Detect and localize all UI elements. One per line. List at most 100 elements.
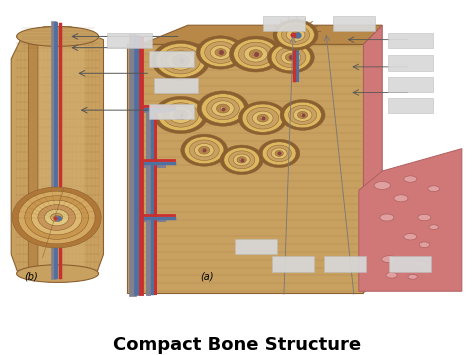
Circle shape xyxy=(276,47,306,67)
Circle shape xyxy=(161,47,201,74)
Circle shape xyxy=(284,102,321,128)
FancyBboxPatch shape xyxy=(107,33,152,48)
Circle shape xyxy=(233,154,250,165)
Circle shape xyxy=(238,42,273,66)
Circle shape xyxy=(156,43,206,77)
Circle shape xyxy=(281,50,301,64)
Ellipse shape xyxy=(17,265,99,283)
Ellipse shape xyxy=(408,274,417,279)
Circle shape xyxy=(291,32,300,38)
Circle shape xyxy=(189,140,219,160)
Circle shape xyxy=(293,109,312,121)
FancyBboxPatch shape xyxy=(388,55,433,71)
Circle shape xyxy=(215,49,226,56)
Polygon shape xyxy=(127,44,364,293)
Circle shape xyxy=(31,200,82,235)
Circle shape xyxy=(234,39,278,69)
Circle shape xyxy=(25,196,89,239)
FancyBboxPatch shape xyxy=(389,256,431,272)
FancyBboxPatch shape xyxy=(388,98,433,113)
Circle shape xyxy=(210,45,231,60)
Circle shape xyxy=(277,152,281,155)
Ellipse shape xyxy=(419,242,429,248)
Circle shape xyxy=(267,41,314,73)
Circle shape xyxy=(197,91,249,126)
Polygon shape xyxy=(28,33,85,271)
Ellipse shape xyxy=(382,256,397,263)
Circle shape xyxy=(163,103,199,127)
Circle shape xyxy=(280,99,325,130)
Circle shape xyxy=(181,134,228,166)
Circle shape xyxy=(289,105,317,125)
Circle shape xyxy=(257,114,268,122)
Circle shape xyxy=(173,55,189,66)
Circle shape xyxy=(12,187,101,248)
Text: (a): (a) xyxy=(200,272,213,282)
Circle shape xyxy=(262,142,296,165)
Circle shape xyxy=(177,58,184,63)
Circle shape xyxy=(220,106,226,110)
FancyBboxPatch shape xyxy=(324,256,366,272)
Circle shape xyxy=(224,148,259,172)
FancyBboxPatch shape xyxy=(235,239,277,254)
Circle shape xyxy=(249,50,262,59)
Polygon shape xyxy=(11,27,103,274)
Circle shape xyxy=(194,143,214,157)
Circle shape xyxy=(201,94,245,123)
Circle shape xyxy=(228,151,255,169)
Circle shape xyxy=(218,51,223,54)
Polygon shape xyxy=(364,25,382,293)
Ellipse shape xyxy=(386,272,397,278)
FancyBboxPatch shape xyxy=(272,256,314,272)
Circle shape xyxy=(244,46,267,62)
FancyBboxPatch shape xyxy=(154,78,198,93)
Polygon shape xyxy=(359,149,462,291)
Polygon shape xyxy=(28,33,38,272)
Circle shape xyxy=(205,42,237,63)
Text: Compact Bone Structure: Compact Bone Structure xyxy=(113,336,361,354)
Circle shape xyxy=(51,213,63,222)
Circle shape xyxy=(271,148,287,159)
Circle shape xyxy=(45,209,69,226)
Circle shape xyxy=(200,38,241,66)
Circle shape xyxy=(289,56,293,59)
Circle shape xyxy=(267,145,292,162)
Circle shape xyxy=(229,36,282,72)
Polygon shape xyxy=(141,25,382,44)
Circle shape xyxy=(169,106,193,123)
Circle shape xyxy=(202,149,207,152)
Circle shape xyxy=(277,22,314,48)
Ellipse shape xyxy=(374,181,391,190)
Circle shape xyxy=(247,107,279,129)
Circle shape xyxy=(242,104,283,132)
Circle shape xyxy=(286,28,305,41)
Circle shape xyxy=(167,51,195,70)
Circle shape xyxy=(220,145,263,175)
Circle shape xyxy=(297,111,308,119)
Ellipse shape xyxy=(428,186,439,192)
Ellipse shape xyxy=(380,214,394,221)
Circle shape xyxy=(271,44,310,71)
Circle shape xyxy=(253,111,273,125)
Circle shape xyxy=(217,104,229,113)
Circle shape xyxy=(237,157,246,163)
Circle shape xyxy=(212,101,234,116)
Circle shape xyxy=(38,205,75,230)
Circle shape xyxy=(196,36,245,69)
Circle shape xyxy=(207,97,239,120)
Circle shape xyxy=(285,53,297,61)
FancyBboxPatch shape xyxy=(388,77,433,92)
Circle shape xyxy=(154,96,208,133)
Ellipse shape xyxy=(394,195,408,202)
FancyBboxPatch shape xyxy=(333,16,375,31)
Circle shape xyxy=(275,151,283,156)
FancyBboxPatch shape xyxy=(149,104,194,119)
Circle shape xyxy=(260,116,265,120)
Circle shape xyxy=(253,52,258,56)
Circle shape xyxy=(152,40,210,80)
Circle shape xyxy=(282,25,310,44)
Circle shape xyxy=(174,110,188,120)
Ellipse shape xyxy=(418,214,431,221)
Ellipse shape xyxy=(429,225,438,230)
Circle shape xyxy=(238,102,287,135)
